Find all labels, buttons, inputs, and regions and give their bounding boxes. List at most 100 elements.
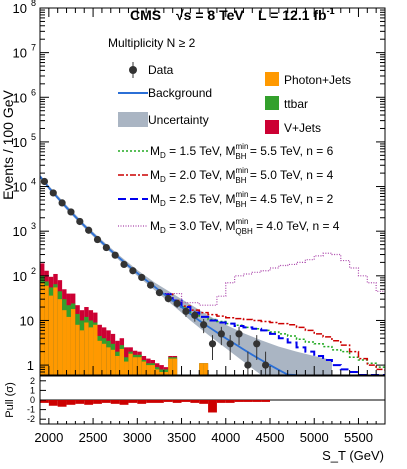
data-point	[111, 251, 119, 259]
pull-bar	[128, 400, 138, 403]
x-tick-label: 3500	[167, 430, 196, 445]
legend-photonjets-swatch	[265, 72, 279, 86]
photonjets-bin	[93, 324, 98, 375]
sig2-md-val: = 2.0 TeV, M	[166, 168, 236, 182]
pull-bar	[137, 400, 147, 404]
photonjets-bin	[168, 358, 173, 375]
pull-bar	[48, 400, 58, 406]
photonjets-bin	[124, 361, 129, 375]
pull-y-tick-label: 0	[30, 395, 35, 405]
data-point	[102, 243, 110, 252]
multiplicity-annotation: Multiplicity N ≥ 2	[108, 36, 196, 50]
x-axis: 2000 2500 3000 3500 4000 4500 5000 5500	[34, 418, 386, 445]
data-point	[85, 226, 93, 234]
photonjets-bin	[53, 287, 58, 375]
photonjets-bin	[48, 295, 54, 375]
y-tick-label: 10	[13, 1, 27, 16]
sig3-md: M	[150, 192, 160, 206]
sig2-md: M	[150, 168, 160, 182]
photonjets-bin	[101, 343, 107, 375]
y-tick-exponent: 6	[31, 87, 36, 97]
legend-data-marker	[129, 66, 137, 74]
y-tick-label: 10	[13, 269, 27, 284]
legend-signal-2-label: MD = 2.0 TeV, Mmin BH = 5.0 TeV, n = 4	[150, 166, 334, 185]
y-tick-label: 10	[13, 180, 27, 195]
stacked-histograms	[40, 263, 209, 375]
sig1-bh-sup: min	[236, 142, 249, 151]
photonjets-bin	[84, 322, 89, 375]
x-tick-label: 4500	[256, 430, 285, 445]
data-point	[138, 273, 146, 282]
experiment-label: CMS	[130, 7, 161, 23]
legend-vjets-label: V+Jets	[284, 121, 321, 135]
x-tick-label: 2000	[34, 430, 63, 445]
legend-signal-4-label: MD = 3.0 TeV, Mmin QBH = 4.0 TeV, n = 4	[150, 217, 340, 236]
sig2-bh-sub: BH	[235, 176, 246, 185]
y-tick-label: 10	[13, 46, 27, 61]
legend-ttbar-swatch	[265, 96, 279, 110]
pull-bar	[93, 400, 102, 404]
sig3-md-sub: D	[160, 199, 166, 208]
signal-curve-3	[163, 293, 385, 375]
photonjets-bin	[44, 285, 49, 375]
data-point	[58, 199, 66, 207]
data-point	[235, 330, 243, 338]
signal-curve-4	[163, 252, 385, 306]
y-axis-title: Events / 100 GeV	[0, 89, 16, 199]
photonjets-bin	[159, 372, 164, 375]
x-tick-label: 4000	[211, 430, 240, 445]
legend-signal-1-label: MD = 1.5 TeV, Mmin BH = 5.5 TeV, n = 6	[150, 142, 334, 161]
pull-bar	[163, 400, 173, 402]
pull-bar	[225, 400, 235, 403]
pull-bar	[190, 400, 200, 403]
photonjets-bin	[75, 324, 80, 375]
pull-bar	[216, 400, 226, 403]
pull-bar	[243, 400, 253, 402]
photonjets-bin	[163, 372, 169, 375]
photonjets-bin	[70, 309, 76, 375]
photonjets-bin	[79, 330, 85, 375]
pull-bar	[234, 400, 244, 402]
data-point	[253, 340, 261, 348]
photonjets-bin	[110, 349, 116, 375]
data-point	[226, 340, 234, 348]
legend-background-label: Background	[148, 86, 212, 100]
photonjets-bin	[150, 365, 155, 375]
y-tick-label: 10	[13, 90, 27, 105]
pull-bar	[199, 400, 209, 404]
data-point	[76, 217, 84, 226]
data-point	[208, 340, 217, 348]
legend: Data Background Uncertainty Photon+Jets …	[118, 62, 351, 236]
data-point	[191, 311, 199, 319]
photonjets-bin	[119, 348, 125, 375]
pull-bar	[75, 400, 85, 404]
photonjets-bin	[146, 365, 151, 375]
sig2-rest: = 5.0 TeV, n = 4	[247, 168, 334, 182]
pull-bar	[110, 400, 120, 404]
photonjets-bin	[203, 363, 209, 375]
photonjets-bin	[132, 357, 138, 375]
pull-bar	[119, 400, 129, 405]
data-point	[173, 299, 181, 308]
sig1-bh-sub: BH	[235, 152, 246, 161]
y-tick-exponent: 5	[31, 132, 36, 142]
y-tick-label: 10	[13, 135, 27, 150]
data-point	[155, 289, 164, 297]
y-tick-label: 10	[20, 313, 34, 328]
signal-curves	[163, 252, 385, 375]
sig2-md-sub: D	[160, 175, 166, 184]
photonjets-bin	[155, 369, 160, 375]
data-point	[146, 281, 155, 289]
legend-ttbar-label: ttbar	[284, 97, 308, 111]
photonjets-bin	[97, 340, 102, 375]
legend-data-label: Data	[148, 63, 174, 77]
photonjets-bin	[40, 282, 45, 375]
photonjets-bin	[172, 358, 178, 375]
photonjets-bin	[141, 361, 147, 375]
pull-panel	[40, 399, 385, 413]
photonjets-bin	[137, 357, 142, 375]
data-point	[164, 294, 172, 303]
signal-curve-2	[163, 293, 385, 373]
